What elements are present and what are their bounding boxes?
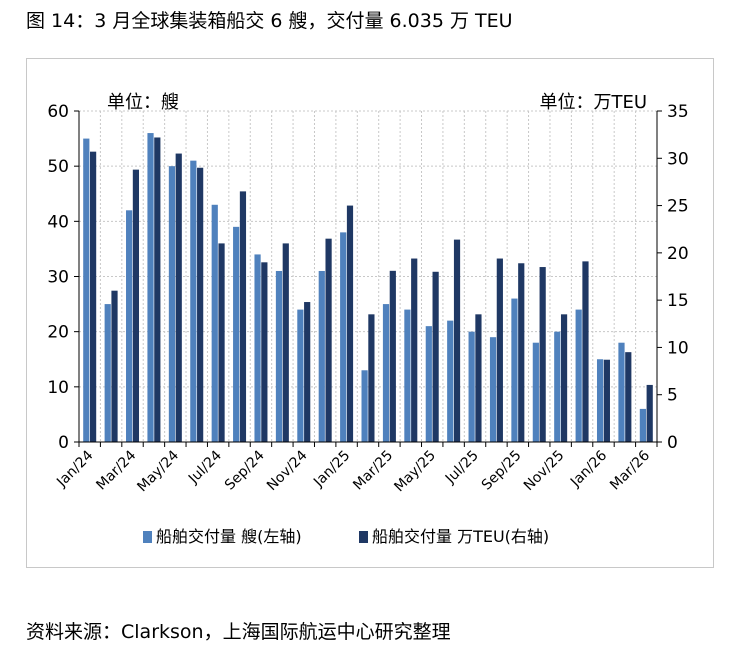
bar-teu	[475, 314, 482, 442]
bar-ships	[297, 309, 304, 442]
bar-ships	[618, 342, 625, 442]
bar-ships	[468, 331, 475, 442]
left-tick-label: 20	[47, 323, 69, 343]
legend-label-ships: 船舶交付量 艘(左轴)	[156, 527, 302, 546]
x-tick-label: May/24	[134, 447, 182, 495]
x-tick-label: Jan/25	[310, 448, 353, 491]
bar-teu	[453, 239, 461, 442]
bar-ships	[83, 138, 90, 442]
bar-ships	[104, 304, 111, 442]
bar-ships	[447, 320, 454, 442]
right-tick-label: 20	[667, 244, 689, 264]
bar-teu	[154, 137, 161, 442]
bar-ships	[554, 331, 561, 442]
bar-teu	[304, 302, 311, 442]
right-tick-label: 30	[667, 149, 689, 169]
bar-chart: 010203040506005101520253035Jan/24Mar/24M…	[47, 92, 689, 546]
bar-teu	[239, 191, 247, 442]
bar-ships	[126, 210, 133, 442]
x-tick-label: Sep/24	[222, 447, 268, 493]
bar-teu	[90, 151, 97, 442]
left-tick-label: 0	[58, 433, 69, 453]
bar-ships	[254, 254, 261, 442]
bar-ships	[211, 204, 218, 442]
right-tick-label: 10	[667, 338, 689, 358]
bar-ships	[575, 309, 582, 442]
left-tick-label: 30	[47, 268, 69, 288]
right-tick-label: 35	[667, 102, 689, 122]
x-tick-label: Jul/24	[185, 447, 225, 487]
x-tick-label: Jul/25	[442, 448, 482, 488]
bar-teu	[261, 262, 268, 442]
bar-ships	[168, 166, 176, 442]
bar-ships	[511, 298, 518, 442]
bar-teu	[603, 359, 610, 442]
left-tick-label: 50	[47, 157, 69, 177]
bar-ships	[596, 359, 604, 442]
x-tick-label: Nov/25	[521, 448, 568, 495]
bar-teu	[432, 271, 439, 442]
bar-ships	[532, 342, 539, 442]
bar-ships	[190, 160, 197, 442]
bar-teu	[496, 258, 503, 442]
right-unit-label: 单位：万TEU	[539, 92, 647, 113]
bar-teu	[346, 205, 354, 442]
bar-ships	[404, 309, 411, 442]
left-tick-label: 10	[47, 378, 69, 398]
bar-teu	[625, 352, 632, 442]
bar-ships	[639, 408, 646, 442]
bar-teu	[539, 267, 546, 442]
bar-teu	[646, 384, 653, 442]
right-tick-label: 5	[667, 386, 678, 406]
chart-frame: 0 10 20 30 40 50 60 0 5 10 15 20 25 30 35 Jan/24 Mar/24 M…	[26, 58, 714, 568]
legend-label-teu: 船舶交付量 万TEU(右轴)	[372, 527, 549, 546]
right-tick-label: 15	[667, 291, 689, 311]
left-unit-label: 单位：艘	[107, 92, 179, 113]
legend-swatch-teu	[359, 531, 368, 543]
x-tick-label: Mar/25	[350, 448, 396, 494]
x-tick-label: Mar/26	[607, 447, 653, 493]
bar-ships	[340, 232, 347, 442]
bar-teu	[197, 167, 204, 442]
source-note: 资料来源：Clarkson，上海国际航运中心研究整理	[26, 621, 451, 643]
bar-ships	[275, 270, 283, 442]
bar-ships	[382, 304, 390, 442]
bar-teu	[325, 238, 332, 442]
x-tick-label: May/25	[391, 448, 439, 496]
figure-title: 图 14：3 月全球集装箱船交 6 艘，交付量 6.035 万 TEU	[26, 10, 513, 32]
x-tick-label: Sep/25	[479, 448, 525, 494]
bar-ships	[233, 226, 240, 442]
left-tick-label: 40	[47, 212, 69, 232]
bar-ships	[425, 326, 432, 442]
right-tick-label: 0	[667, 433, 678, 453]
bar-ships	[318, 270, 325, 442]
x-tick-label: Jan/24	[53, 447, 96, 490]
x-tick-label: Mar/24	[93, 447, 139, 493]
right-tick-label: 25	[667, 197, 689, 217]
x-tick-label: Jan/26	[567, 447, 610, 490]
bar-teu	[560, 314, 568, 442]
bar-ships	[361, 370, 368, 442]
bar-teu	[518, 263, 525, 442]
bar-teu	[582, 261, 589, 442]
x-tick-label: Nov/24	[264, 447, 311, 494]
left-tick-label: 60	[47, 102, 69, 122]
bar-teu	[368, 314, 375, 442]
bar-teu	[389, 270, 396, 442]
bar-teu	[411, 258, 418, 442]
bar-teu	[111, 290, 118, 442]
legend-swatch-ships	[143, 531, 152, 543]
bar-teu	[132, 169, 140, 442]
bar-teu	[175, 153, 182, 443]
bar-ships	[147, 133, 154, 443]
bar-teu	[282, 243, 289, 442]
bar-teu	[218, 243, 225, 442]
bar-ships	[489, 337, 497, 442]
